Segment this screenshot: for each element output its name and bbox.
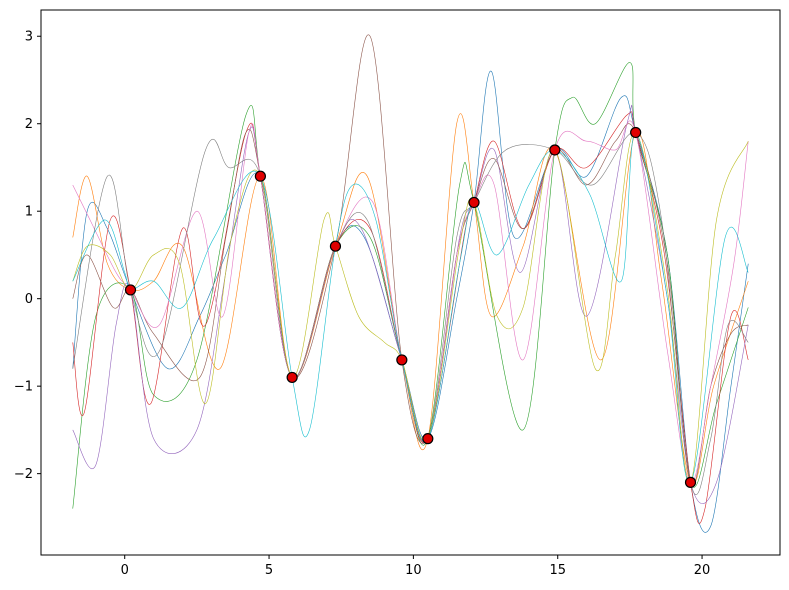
y-tick-label: 3 <box>25 30 33 45</box>
observation-point-4 <box>329 240 342 252</box>
observation-point-5 <box>396 354 408 366</box>
sample-line-10 <box>72 132 749 483</box>
observation-point-3 <box>286 371 298 384</box>
y-tick-label: −1 <box>14 380 33 395</box>
sample-line-2 <box>72 113 749 486</box>
observation-point-1 <box>124 284 137 296</box>
y-tick-label: −2 <box>14 467 33 482</box>
x-tick-label: 10 <box>405 563 422 578</box>
observation-point-7 <box>468 196 480 209</box>
observation-point-2 <box>254 170 266 182</box>
sample-line-6 <box>72 34 749 486</box>
x-tick-label: 20 <box>694 563 711 578</box>
axes-frame <box>40 9 781 556</box>
y-axis: −2 −1 0 1 2 3 <box>14 30 41 482</box>
observation-point-10 <box>684 476 697 488</box>
x-tick-label: 15 <box>549 563 566 578</box>
x-tick-label: 0 <box>121 563 129 578</box>
y-tick-label: 1 <box>25 205 33 220</box>
observation-points <box>124 126 697 488</box>
y-tick-label: 2 <box>25 117 33 132</box>
observation-point-6 <box>422 433 434 445</box>
y-tick-label: 0 <box>25 292 33 307</box>
observation-point-8 <box>549 144 561 156</box>
observation-point-9 <box>630 126 642 139</box>
x-tick-label: 5 <box>265 563 273 578</box>
x-axis: 0 5 10 15 20 <box>121 555 711 578</box>
sample-line-8 <box>72 132 749 495</box>
